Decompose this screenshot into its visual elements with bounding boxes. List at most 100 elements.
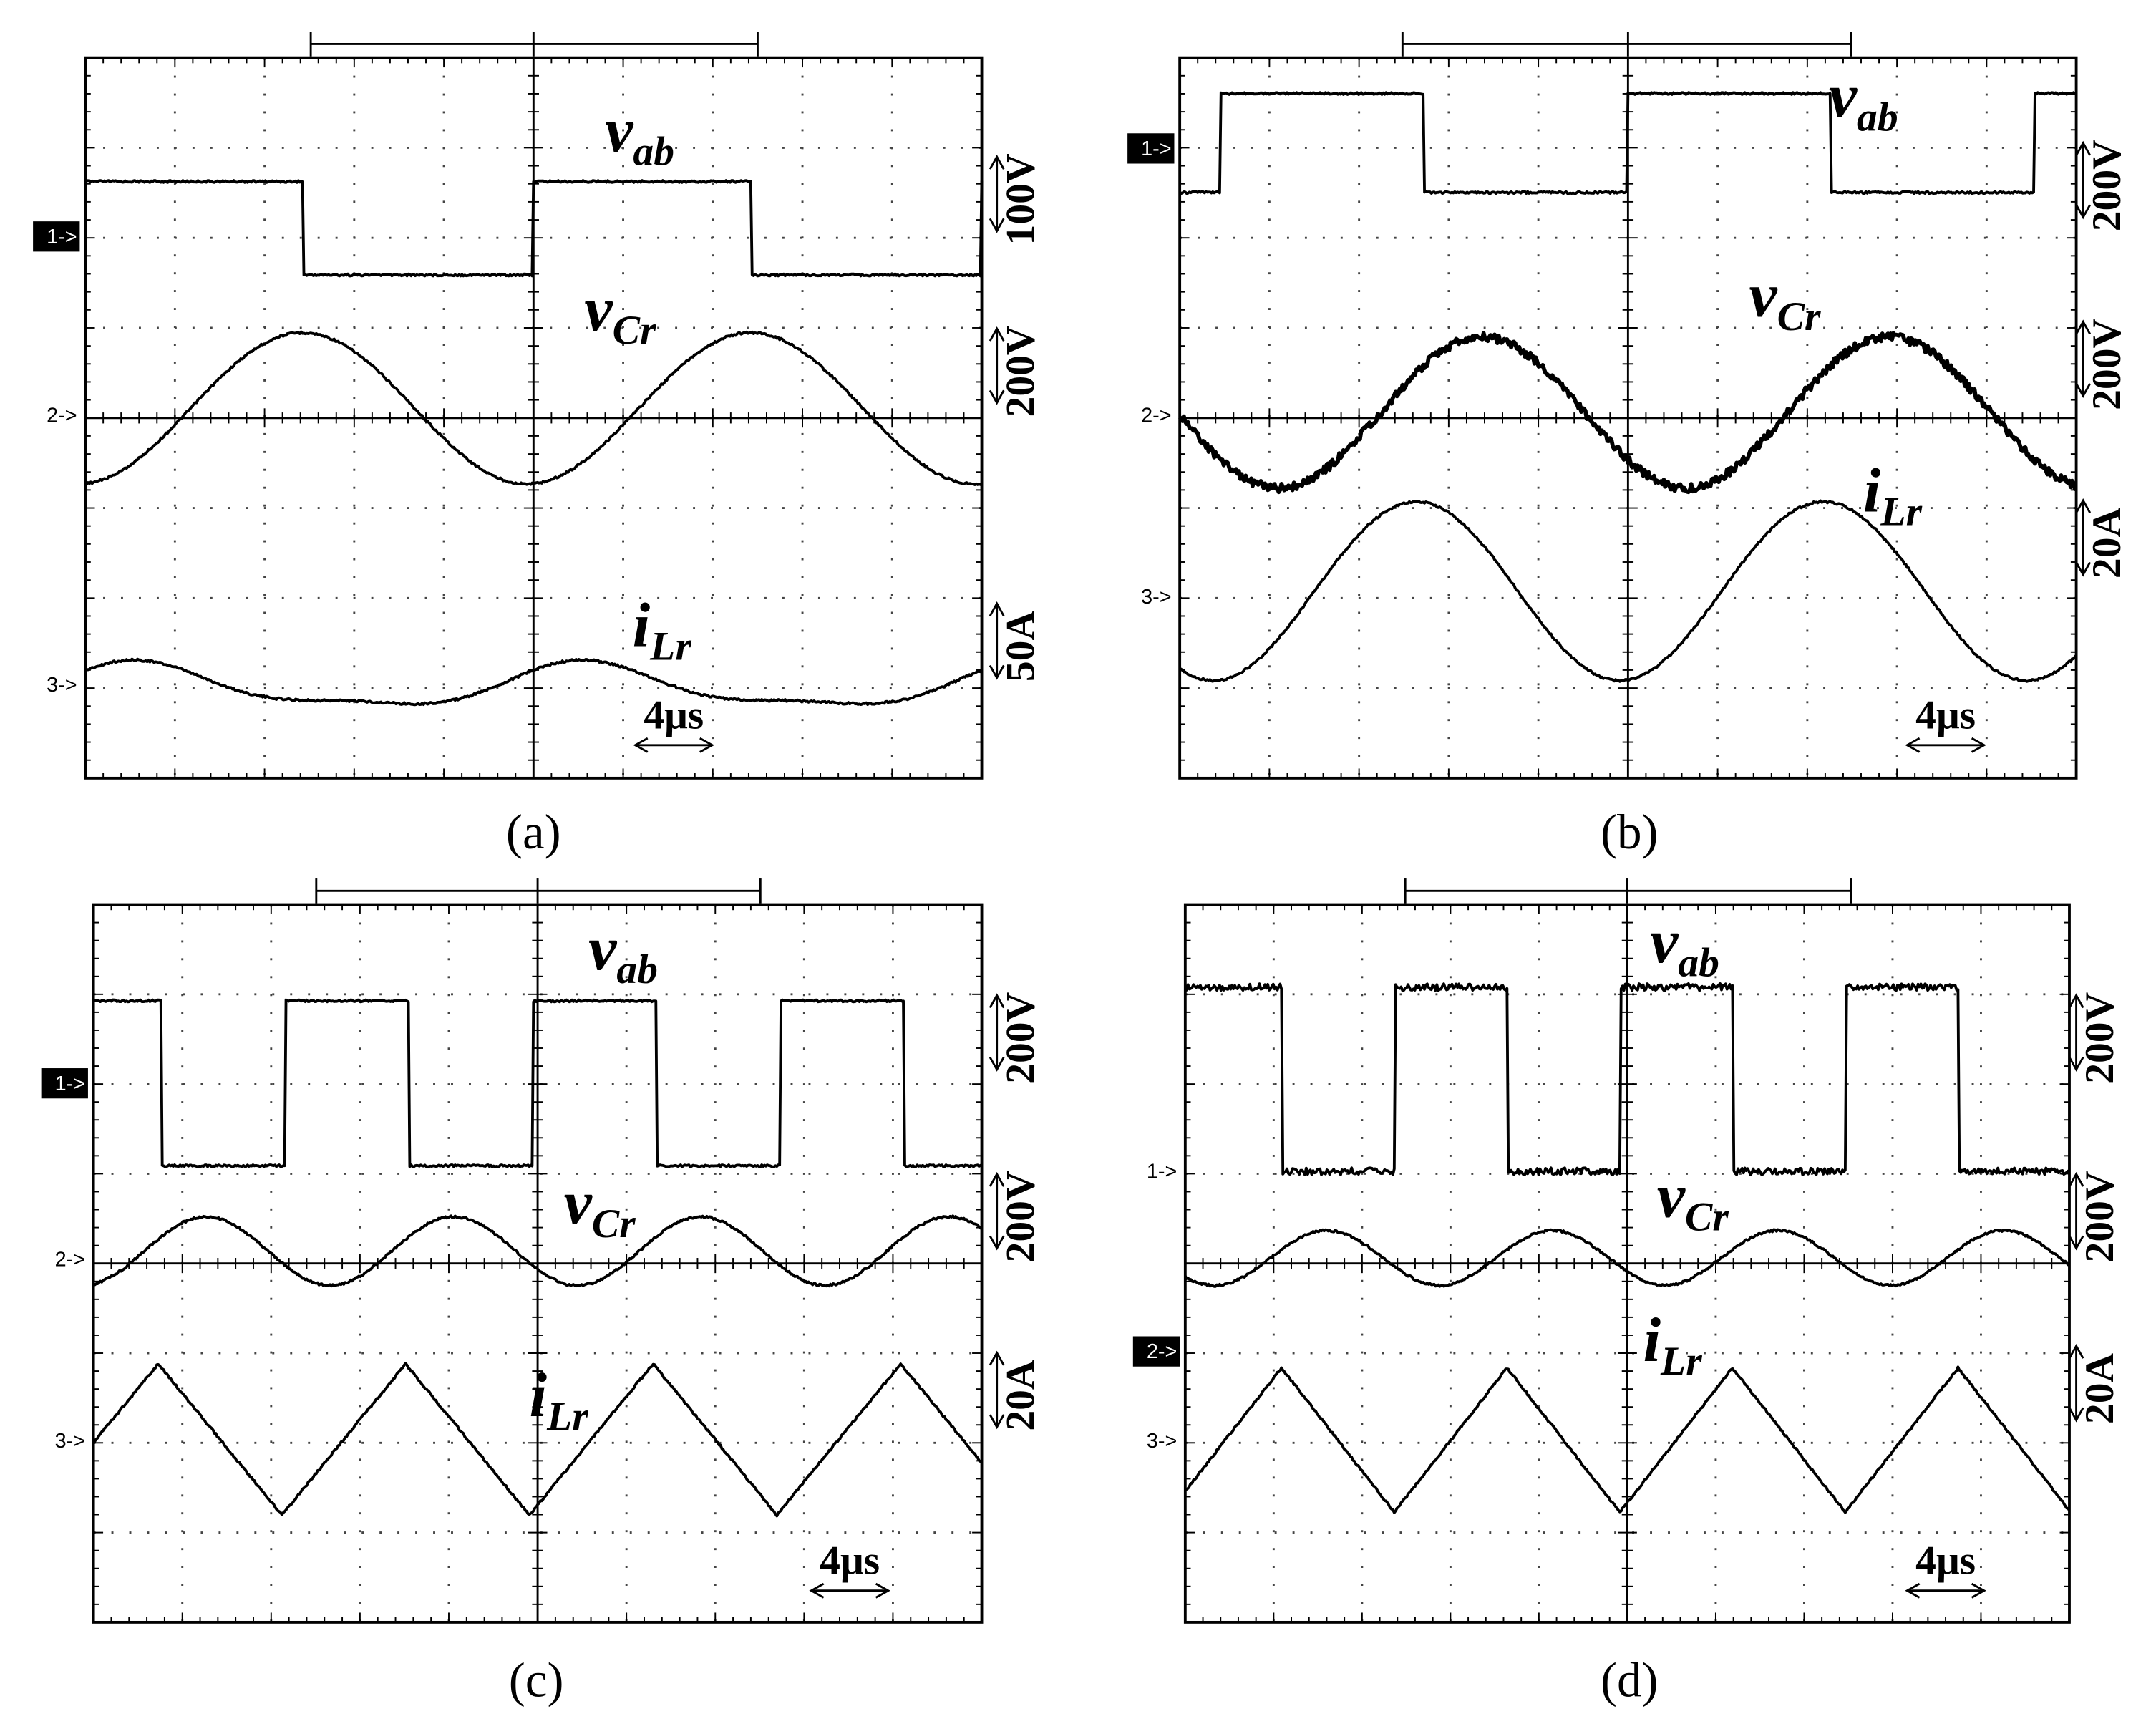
- scale-arrow-head: [2068, 1171, 2084, 1251]
- signal-label: vCr: [1657, 1161, 1729, 1239]
- signal-subscript: ab: [633, 129, 674, 174]
- waveform: [84, 179, 984, 278]
- waveform: [1183, 982, 2070, 1176]
- signal-label: iLr: [1863, 455, 1923, 534]
- channel-marker-box: [1127, 133, 1175, 164]
- scale-arrow-head: [989, 993, 1005, 1072]
- signal-label: vCr: [564, 1168, 636, 1246]
- signal-label: vCr: [1749, 261, 1821, 339]
- waveform: [84, 330, 983, 487]
- signal-symbol: v: [605, 95, 633, 165]
- panel-caption: (d): [1601, 1652, 1659, 1708]
- signal-label: vCr: [584, 274, 656, 353]
- channel-marker-box: [33, 221, 80, 252]
- signal-label: iLr: [1643, 1305, 1702, 1384]
- channel-marker: 1->: [47, 226, 77, 248]
- channel-marker: 2->: [55, 1249, 85, 1272]
- channel-marker-box: [1132, 1336, 1180, 1367]
- scale-arrow-head: [2075, 498, 2092, 577]
- scale-arrow-head: [989, 1350, 1005, 1430]
- time-scale-label: 4μs: [1915, 1539, 1976, 1584]
- scale-label: 200V: [998, 992, 1043, 1084]
- time-arrow-head: [1905, 1582, 1986, 1599]
- panel-caption: (a): [506, 804, 561, 859]
- signal-subscript: ab: [1678, 940, 1719, 985]
- scale-arrow-head: [2068, 993, 2084, 1072]
- panel-caption: (c): [509, 1652, 564, 1708]
- waveform: [84, 657, 983, 707]
- signal-subscript: ab: [1857, 95, 1898, 140]
- channel-marker: 2->: [1141, 405, 1171, 427]
- signal-subscript: ab: [616, 947, 658, 992]
- signal-symbol: i: [1863, 455, 1881, 526]
- channel-marker: 3->: [55, 1430, 85, 1453]
- signal-label: vab: [1829, 61, 1898, 140]
- signal-label: iLr: [633, 591, 692, 669]
- scale-label: 200V: [998, 325, 1043, 417]
- scale-arrow-head: [989, 154, 1005, 233]
- time-arrow-head: [809, 1582, 890, 1599]
- scale-arrow-head: [989, 326, 1005, 405]
- signal-label: vab: [1650, 906, 1719, 985]
- time-scale-label: 4μs: [644, 693, 704, 738]
- signal-symbol: v: [1657, 1161, 1686, 1231]
- waveform: [92, 1214, 983, 1288]
- signal-subscript: Lr: [1880, 490, 1922, 535]
- signal-symbol: v: [1650, 906, 1679, 977]
- scale-label: 50A: [998, 611, 1043, 682]
- signal-symbol: i: [633, 591, 651, 661]
- channel-marker-box: [41, 1068, 88, 1099]
- signal-symbol: i: [530, 1360, 548, 1430]
- waveform: [1179, 499, 2077, 683]
- waveform: [92, 998, 982, 1168]
- waveform: [1184, 1228, 2070, 1288]
- signal-subscript: Cr: [613, 308, 656, 353]
- scale-arrow-head: [2075, 319, 2092, 398]
- signal-subscript: Lr: [1660, 1339, 1702, 1384]
- scale-label: 200V: [2077, 1171, 2122, 1262]
- channel-marker: 2->: [47, 405, 77, 427]
- time-arrow-head: [633, 737, 715, 753]
- signal-symbol: v: [1829, 61, 1858, 131]
- scale-label: 200V: [998, 1171, 1043, 1262]
- channel-marker: 3->: [1141, 586, 1171, 609]
- signal-subscript: Cr: [592, 1201, 636, 1246]
- signal-subscript: Cr: [1685, 1195, 1729, 1240]
- channel-marker: 3->: [47, 674, 77, 697]
- scale-arrow-head: [989, 1171, 1005, 1251]
- scale-label: 100V: [998, 153, 1043, 245]
- channel-marker: 1->: [55, 1072, 85, 1095]
- scale-label: 20A: [2077, 1352, 2122, 1424]
- scale-label: 200V: [2084, 319, 2130, 410]
- signal-subscript: Cr: [1777, 294, 1821, 339]
- scale-arrow-head: [989, 601, 1005, 680]
- scale-label: 20A: [998, 1360, 1043, 1431]
- channel-marker: 1->: [1141, 137, 1171, 160]
- waveform: [1184, 1365, 2071, 1514]
- signal-symbol: v: [584, 274, 613, 344]
- time-scale-label: 4μs: [1915, 693, 1976, 738]
- time-scale-label: 4μs: [820, 1539, 880, 1584]
- waveform: [1178, 331, 2077, 495]
- signal-subscript: Lr: [546, 1394, 588, 1439]
- channel-marker: 3->: [1147, 1430, 1177, 1453]
- panel-caption: (b): [1601, 804, 1659, 859]
- signal-symbol: v: [1749, 261, 1777, 331]
- waveform: [1178, 91, 2077, 195]
- signal-symbol: v: [564, 1168, 593, 1238]
- channel-marker: 2->: [1147, 1340, 1177, 1363]
- signal-label: vab: [605, 95, 674, 174]
- signal-subscript: Lr: [649, 624, 691, 669]
- scale-arrow-head: [2068, 1343, 2084, 1423]
- channel-marker: 1->: [1147, 1161, 1177, 1183]
- scale-label: 200V: [2084, 140, 2130, 231]
- signal-label: vab: [588, 914, 658, 992]
- time-arrow-head: [1905, 737, 1986, 753]
- signal-symbol: i: [1643, 1305, 1661, 1375]
